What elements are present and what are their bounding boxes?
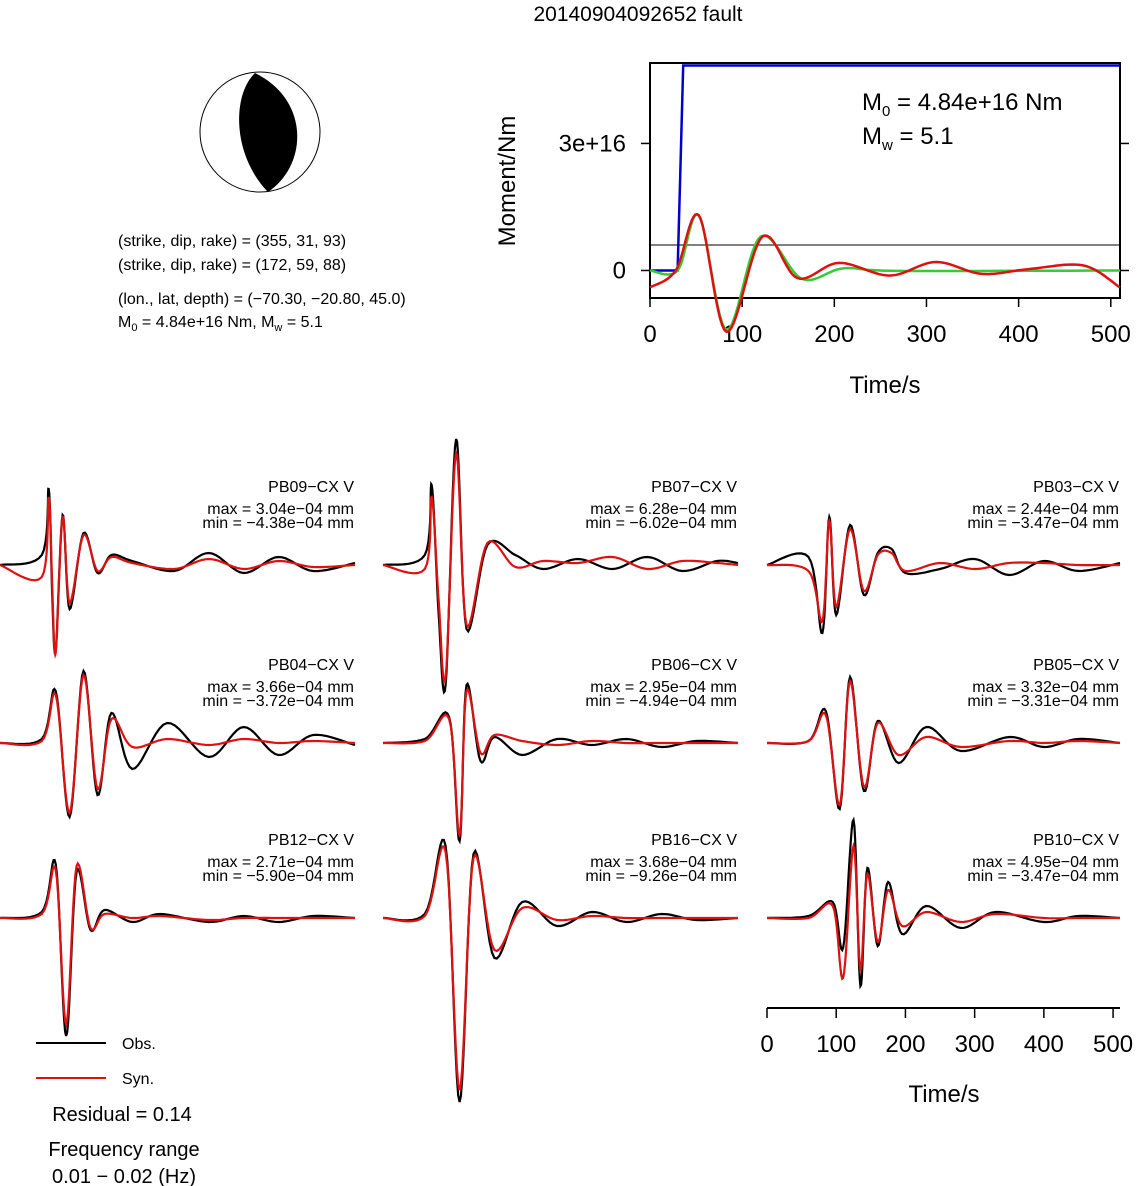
synthetic-trace — [383, 687, 738, 839]
moment-ylabel: Moment/Nm — [494, 116, 521, 247]
moment-y-tick-label: 3e+16 — [559, 130, 626, 157]
station-max: max = 4.95e−04 mm — [972, 854, 1119, 871]
station-name: PB12−CX V — [268, 832, 354, 849]
station-max: max = 3.68e−04 mm — [590, 854, 737, 871]
waveform-x-tick-label: 400 — [1024, 1031, 1064, 1058]
moment-x-tick-label: 100 — [722, 321, 762, 348]
station-name: PB07−CX V — [651, 479, 737, 496]
moment-x-tick-label: 200 — [814, 321, 854, 348]
station-name: PB03−CX V — [1033, 479, 1119, 496]
station-min: min = −4.94e−04 mm — [585, 693, 737, 710]
station-max: max = 2.44e−04 mm — [972, 501, 1119, 518]
synthetic-trace — [382, 448, 739, 684]
moment-series-moment-rate-red — [649, 212, 1121, 334]
station-min: min = −9.26e−04 mm — [585, 868, 737, 885]
focal-mechanism-beachball — [199, 71, 321, 193]
station-name: PB04−CX V — [268, 657, 354, 674]
station-min: min = −3.47e−04 mm — [967, 868, 1119, 885]
moment-series-moment — [650, 64, 1120, 272]
moment-annotation-mw: Mw = 5.1 — [862, 123, 954, 154]
legend: Obs. Syn. Residual = 0.14 Frequency rang… — [36, 1036, 200, 1186]
station-min: min = −6.02e−04 mm — [585, 515, 737, 532]
source-info: (strike, dip, rake) = (355, 31, 93) (str… — [118, 233, 406, 334]
station-max: max = 6.28e−04 mm — [590, 501, 737, 518]
moment-x-tick-label: 400 — [999, 321, 1039, 348]
station-min: min = −4.38e−04 mm — [202, 515, 354, 532]
waveform-x-tick-label: 0 — [760, 1031, 773, 1058]
moment-x-tick-label: 500 — [1091, 321, 1131, 348]
synthetic-trace — [766, 841, 1120, 981]
waveform-x-tick-label: 300 — [955, 1031, 995, 1058]
station-name: PB09−CX V — [268, 479, 354, 496]
station-min: min = −5.90e−04 mm — [202, 868, 354, 885]
info-line-1: (strike, dip, rake) = (355, 31, 93) — [118, 233, 346, 250]
synthetic-trace — [0, 861, 355, 1029]
moment-y-tick-label: 0 — [613, 257, 626, 284]
synthetic-trace — [766, 517, 1120, 624]
station-name: PB05−CX V — [1033, 657, 1119, 674]
station-min: min = −3.47e−04 mm — [967, 515, 1119, 532]
residual-label: Residual = 0.14 — [52, 1104, 192, 1126]
figure-title: 20140904092652 fault — [533, 3, 742, 26]
waveform-xlabel: Time/s — [908, 1081, 979, 1108]
moment-xlabel: Time/s — [849, 372, 920, 399]
legend-syn-label: Syn. — [122, 1071, 154, 1088]
synthetic-trace — [0, 672, 356, 816]
synthetic-trace — [382, 845, 738, 1091]
observed-trace — [0, 858, 356, 1037]
waveform-time-axis: 0 100 200 300 400 500 Time/s — [760, 1007, 1133, 1108]
frequency-range: 0.01 − 0.02 (Hz) — [52, 1166, 196, 1186]
synthetic-trace — [767, 678, 1121, 807]
waveform-x-tick-label: 500 — [1093, 1031, 1133, 1058]
station-min: min = −3.31e−04 mm — [967, 693, 1119, 710]
frequency-title: Frequency range — [48, 1139, 199, 1161]
observed-trace — [383, 838, 739, 1103]
moment-series-moment-rate-green — [649, 212, 1120, 332]
moment-annotation-m0: M0 = 4.84e+16 Nm — [862, 89, 1062, 120]
station-name: PB06−CX V — [651, 657, 737, 674]
station-name: PB16−CX V — [651, 832, 737, 849]
moment-chart-frame — [649, 62, 1121, 299]
synthetic-trace — [0, 496, 356, 659]
moment-x-tick-label: 300 — [906, 321, 946, 348]
station-max: max = 3.04e−04 mm — [207, 501, 354, 518]
info-line-3: (lon., lat, depth) = (−70.30, −20.80, 45… — [118, 291, 406, 308]
info-line-2: (strike, dip, rake) = (172, 59, 88) — [118, 257, 346, 274]
station-max: max = 3.32e−04 mm — [972, 679, 1119, 696]
station-max: max = 2.71e−04 mm — [207, 854, 354, 871]
legend-obs-label: Obs. — [122, 1036, 156, 1053]
moment-x-tick-label: 0 — [643, 321, 656, 348]
station-min: min = −3.72e−04 mm — [202, 693, 354, 710]
info-line-moment: M0 = 4.84e+16 Nm, Mw = 5.1 — [118, 314, 323, 334]
station-max: max = 2.95e−04 mm — [590, 679, 737, 696]
station-max: max = 3.66e−04 mm — [207, 679, 354, 696]
waveform-x-tick-label: 100 — [816, 1031, 856, 1058]
station-name: PB10−CX V — [1033, 832, 1119, 849]
waveform-x-tick-label: 200 — [885, 1031, 925, 1058]
